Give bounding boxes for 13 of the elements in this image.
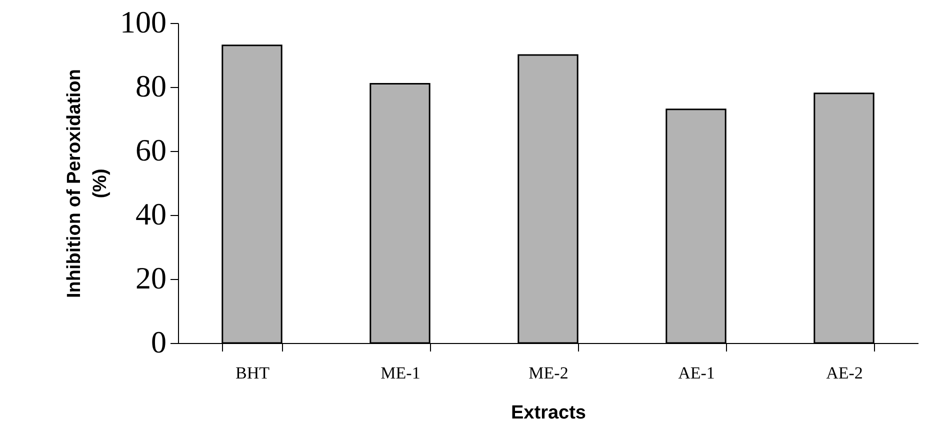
x-axis-title: Extracts bbox=[511, 402, 586, 424]
y-tick-label: 40 bbox=[136, 196, 166, 232]
y-tick-label: 100 bbox=[120, 4, 166, 40]
x-tick-label: BHT bbox=[236, 364, 270, 382]
y-tick-label: 0 bbox=[151, 324, 166, 360]
y-tick-label: 80 bbox=[136, 68, 166, 104]
x-tick-label: AE-2 bbox=[826, 364, 863, 382]
y-tick-label: 20 bbox=[136, 260, 166, 296]
x-tick-label: ME-2 bbox=[528, 364, 568, 382]
x-tick-label: ME-1 bbox=[380, 364, 420, 382]
y-axis-title: Inhibition of Peroxidation (%) bbox=[64, 68, 111, 298]
x-tick-label: AE-1 bbox=[678, 364, 715, 382]
y-tick-label: 60 bbox=[136, 132, 166, 168]
